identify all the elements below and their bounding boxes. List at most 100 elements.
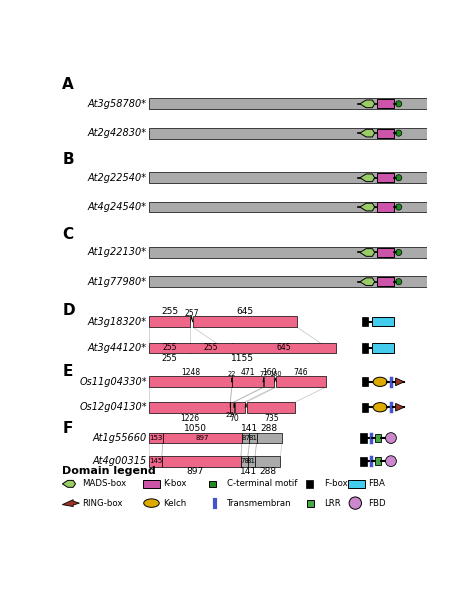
Bar: [149, 316, 191, 327]
Bar: [362, 377, 368, 386]
Bar: [377, 129, 394, 138]
Ellipse shape: [373, 377, 387, 386]
Bar: [375, 457, 381, 465]
Text: F-box: F-box: [324, 479, 348, 488]
Text: Transmembran: Transmembran: [227, 499, 292, 508]
Text: 645: 645: [276, 343, 291, 352]
Bar: [247, 402, 295, 412]
Text: 645: 645: [237, 308, 254, 316]
Bar: [248, 456, 255, 467]
Circle shape: [396, 249, 402, 256]
Text: 1050: 1050: [184, 424, 207, 433]
Bar: [143, 480, 160, 488]
Text: 255: 255: [161, 308, 178, 316]
Bar: [163, 433, 242, 443]
Polygon shape: [360, 249, 374, 256]
Text: 255: 255: [163, 343, 177, 352]
Text: At1g77980*: At1g77980*: [88, 277, 147, 287]
Bar: [149, 343, 336, 353]
Bar: [149, 172, 474, 183]
Bar: [235, 402, 245, 412]
Bar: [264, 377, 274, 387]
Circle shape: [349, 497, 362, 509]
Bar: [149, 98, 474, 109]
Text: At3g58780*: At3g58780*: [88, 99, 147, 109]
Text: At1g55660: At1g55660: [92, 433, 147, 443]
Bar: [230, 402, 234, 412]
Polygon shape: [360, 100, 374, 108]
Text: 1226: 1226: [180, 414, 199, 423]
Text: 70: 70: [229, 414, 239, 423]
Ellipse shape: [373, 403, 387, 412]
Text: 141: 141: [239, 467, 256, 476]
Polygon shape: [63, 499, 80, 507]
Text: At4g00315: At4g00315: [92, 456, 147, 466]
Circle shape: [396, 130, 402, 136]
Text: At1g22130*: At1g22130*: [88, 247, 147, 257]
Bar: [307, 499, 314, 507]
Bar: [362, 403, 368, 412]
Polygon shape: [360, 203, 374, 211]
Bar: [149, 456, 162, 467]
Bar: [149, 277, 474, 287]
Text: B: B: [63, 153, 74, 167]
Text: 746: 746: [293, 368, 308, 377]
Text: At4g24540*: At4g24540*: [88, 202, 147, 212]
Text: RING-box: RING-box: [82, 499, 123, 508]
Text: 78: 78: [240, 458, 249, 464]
Text: 153: 153: [149, 435, 163, 441]
Text: 255: 255: [204, 343, 218, 352]
Text: 77: 77: [259, 371, 268, 377]
Bar: [162, 456, 241, 467]
Text: 1155: 1155: [231, 354, 254, 363]
Circle shape: [396, 204, 402, 210]
Text: 81: 81: [248, 435, 257, 441]
Bar: [149, 377, 232, 387]
Text: E: E: [63, 364, 73, 379]
Text: 897: 897: [195, 435, 209, 441]
Text: D: D: [63, 303, 75, 318]
Bar: [232, 377, 263, 387]
Circle shape: [385, 456, 396, 467]
Bar: [149, 128, 474, 138]
Bar: [307, 480, 313, 488]
Text: 288: 288: [259, 467, 276, 476]
Bar: [362, 317, 368, 327]
Bar: [241, 456, 248, 467]
Bar: [149, 433, 163, 443]
Text: Os12g04130*: Os12g04130*: [79, 402, 147, 412]
Bar: [377, 173, 394, 182]
Bar: [149, 201, 474, 212]
Bar: [276, 377, 326, 387]
Polygon shape: [360, 174, 374, 182]
Text: 141: 141: [241, 424, 258, 433]
Text: 22: 22: [228, 371, 236, 377]
Text: K-box: K-box: [163, 479, 187, 488]
Bar: [373, 317, 394, 327]
Text: MADS-box: MADS-box: [82, 479, 127, 488]
Text: 735: 735: [264, 414, 279, 423]
Bar: [362, 343, 368, 353]
Text: 1248: 1248: [181, 368, 200, 377]
Polygon shape: [63, 480, 75, 488]
Text: LRR: LRR: [324, 499, 341, 508]
Bar: [377, 277, 394, 286]
Bar: [149, 247, 474, 258]
Circle shape: [396, 279, 402, 285]
Text: C-terminal motif: C-terminal motif: [227, 479, 297, 488]
Polygon shape: [360, 129, 374, 137]
Circle shape: [396, 175, 402, 181]
Text: F: F: [63, 421, 73, 436]
Bar: [209, 481, 216, 486]
Bar: [193, 316, 297, 327]
Bar: [377, 203, 394, 212]
Polygon shape: [360, 278, 374, 285]
Text: 87: 87: [241, 435, 250, 441]
Text: 22: 22: [226, 412, 235, 418]
Bar: [377, 100, 394, 108]
Text: At3g18320*: At3g18320*: [88, 316, 147, 327]
Text: 897: 897: [186, 467, 204, 476]
Circle shape: [396, 101, 402, 107]
Bar: [256, 433, 282, 443]
Bar: [249, 433, 256, 443]
